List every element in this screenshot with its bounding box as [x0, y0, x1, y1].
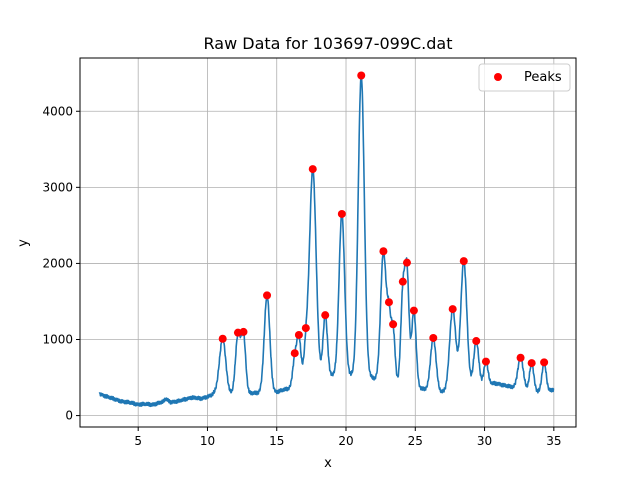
y-tick-label: 3000 — [42, 180, 73, 194]
peak-point — [263, 291, 272, 300]
x-tick-label: 30 — [477, 434, 492, 448]
peak-point — [384, 298, 393, 307]
peak-point — [459, 257, 468, 266]
x-tick-label: 25 — [408, 434, 423, 448]
legend-box — [478, 63, 571, 92]
plot-area — [98, 71, 555, 408]
peak-point — [402, 258, 411, 267]
peak-point — [448, 305, 457, 314]
peak-point — [516, 353, 525, 362]
peak-point — [409, 306, 418, 315]
grid — [80, 58, 576, 427]
x-tick-label: 20 — [338, 434, 353, 448]
legend: Peaks — [478, 63, 571, 92]
peak-point — [239, 327, 248, 336]
peak-point — [527, 359, 536, 368]
peak-point — [429, 333, 438, 342]
legend-marker-peaks — [494, 73, 502, 81]
peak-point — [308, 165, 317, 174]
x-tick-label: 10 — [200, 434, 215, 448]
ticks: 5 10 15 20 25 30 35 0 1000 2000 3000 4000 — [42, 104, 561, 448]
peak-point — [301, 324, 310, 333]
peak-point — [357, 71, 366, 80]
chart-title: Raw Data for 103697-099C.dat — [204, 34, 453, 53]
x-tick-label: 35 — [546, 434, 561, 448]
y-tick-label: 2000 — [42, 256, 73, 270]
x-tick-label: 5 — [134, 434, 142, 448]
peak-point — [337, 209, 346, 218]
raw-data-line — [98, 73, 555, 408]
peak-point — [540, 358, 549, 367]
y-tick-label: 4000 — [42, 104, 73, 118]
peak-point — [389, 320, 398, 329]
legend-label-peaks: Peaks — [524, 70, 562, 85]
peak-point — [398, 277, 407, 286]
peak-point — [290, 349, 299, 358]
y-tick-label: 1000 — [42, 333, 73, 347]
axes-frame — [79, 57, 577, 428]
peak-point — [379, 247, 388, 256]
peak-point — [321, 311, 330, 320]
peak-point — [218, 334, 227, 343]
peak-point — [294, 330, 303, 339]
peak-point — [481, 357, 490, 366]
y-axis-label: y — [16, 239, 31, 247]
y-tick-label: 0 — [65, 409, 73, 423]
x-axis-label: x — [324, 456, 332, 471]
x-tick-label: 15 — [269, 434, 284, 448]
peak-point — [472, 337, 481, 346]
